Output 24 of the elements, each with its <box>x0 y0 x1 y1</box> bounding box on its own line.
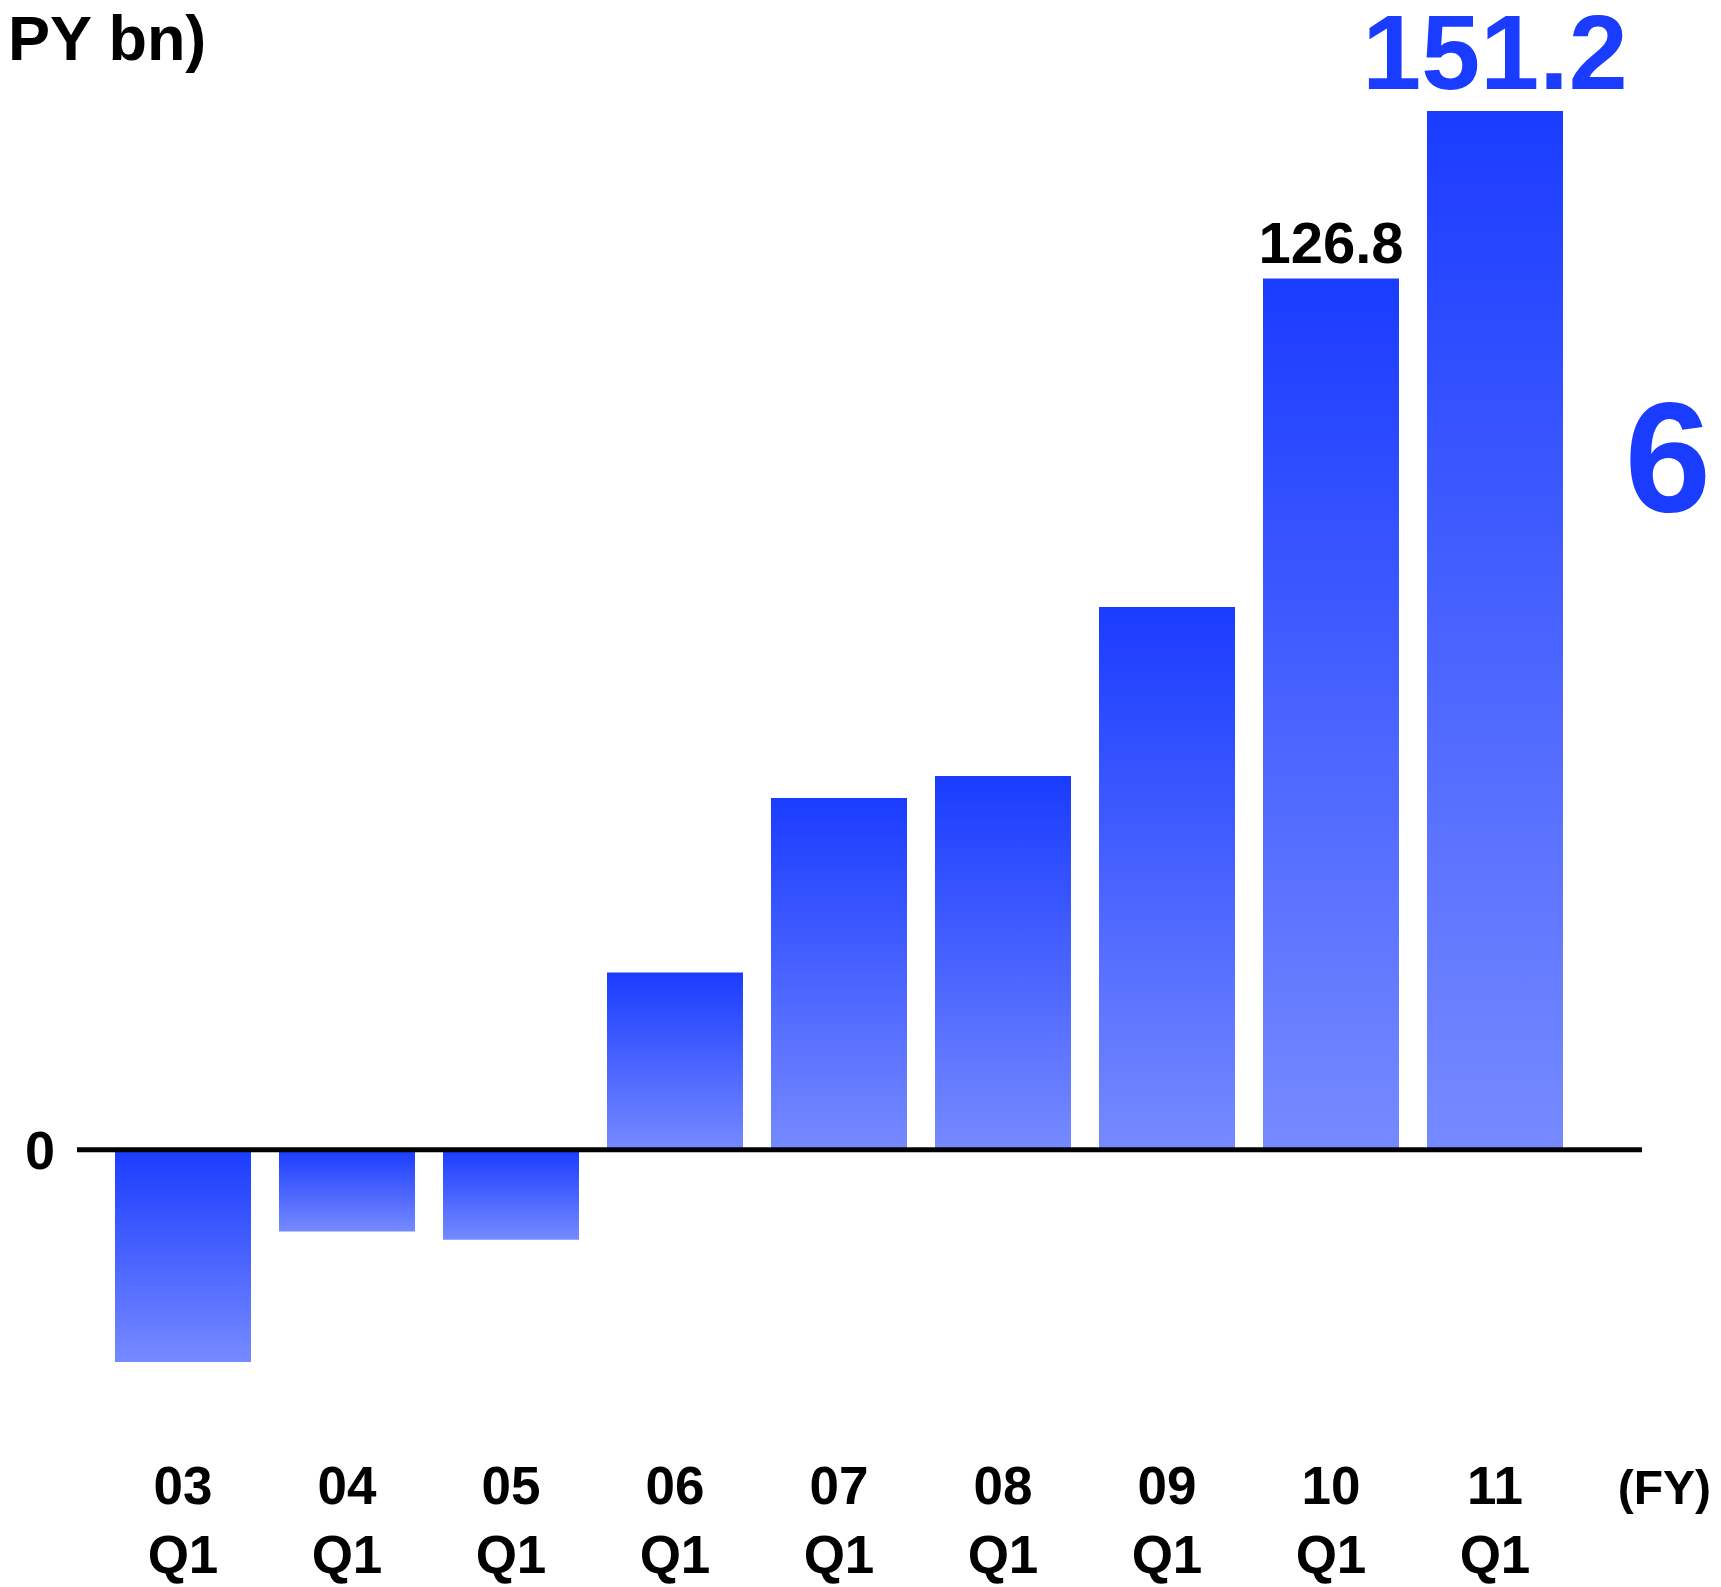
ref-line-label: 0 <box>24 1119 55 1180</box>
x-axis-title: (FY) <box>1617 1461 1711 1514</box>
x-tick-label: 05 Q1 <box>475 1456 547 1584</box>
bar <box>1427 111 1563 1150</box>
x-tick-label: 04 Q1 <box>311 1456 383 1584</box>
bar <box>443 1149 579 1240</box>
x-tick-label: 09 Q1 <box>1131 1456 1203 1584</box>
bar <box>1263 278 1399 1150</box>
x-tick-label: 10 Q1 <box>1295 1456 1367 1584</box>
bar <box>607 972 743 1150</box>
x-tick-label: 08 Q1 <box>967 1456 1039 1584</box>
bar <box>1099 607 1235 1150</box>
data-label: 126.8 <box>1258 209 1404 275</box>
x-tick-label: 11 Q1 <box>1459 1456 1531 1584</box>
x-tick-label: 03 Q1 <box>147 1456 219 1584</box>
x-tick-label: 07 Q1 <box>803 1456 875 1584</box>
data-label: 151.2 <box>1362 0 1628 111</box>
bar <box>115 1149 251 1362</box>
annotation: 6 <box>1624 371 1711 544</box>
bar <box>771 797 907 1150</box>
y-axis-title: PY bn) <box>8 3 207 73</box>
bar <box>279 1149 415 1232</box>
bar <box>935 776 1071 1150</box>
x-tick-label: 06 Q1 <box>639 1456 711 1584</box>
